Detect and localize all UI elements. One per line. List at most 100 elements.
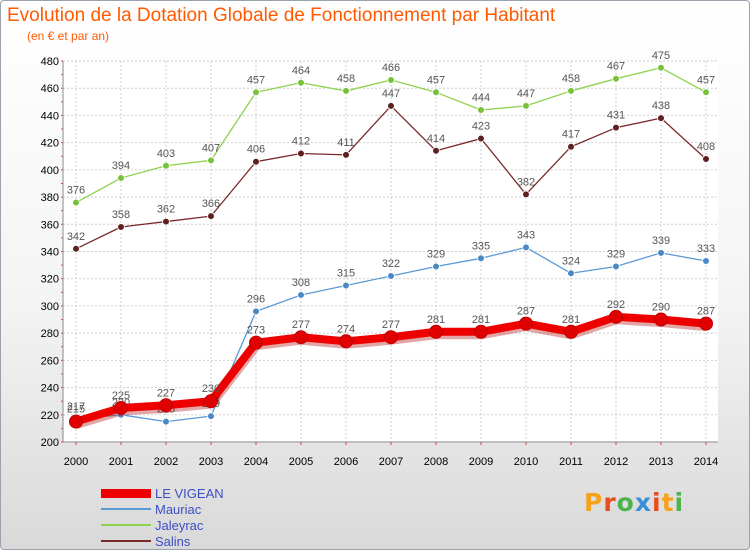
x-tick-label: 2011 [559, 456, 583, 468]
data-point-le-vigean [429, 324, 443, 339]
x-tick-label: 2007 [379, 456, 403, 468]
data-label-mauriac: 339 [652, 235, 670, 247]
legend-item-salins: Salins [101, 533, 224, 549]
data-point-salins [207, 212, 215, 220]
data-label-jaleyrac: 376 [67, 185, 85, 197]
data-label-salins: 406 [247, 144, 265, 156]
legend-item-mauriac: Mauriac [101, 501, 224, 517]
data-point-jaleyrac [342, 87, 350, 95]
legend-swatch-mauriac [101, 508, 151, 510]
data-point-jaleyrac [702, 88, 710, 97]
data-label-jaleyrac: 466 [382, 62, 400, 74]
logo-letter: x [634, 488, 652, 517]
data-point-le-vigean [384, 330, 398, 345]
data-point-mauriac [432, 262, 440, 271]
data-label-salins: 412 [292, 136, 310, 148]
data-label-salins: 431 [607, 110, 625, 122]
data-label-le-vigean: 277 [292, 319, 310, 331]
data-point-mauriac [702, 257, 710, 265]
x-tick-label: 2002 [154, 456, 178, 468]
data-point-salins [297, 149, 305, 158]
data-label-jaleyrac: 457 [427, 74, 445, 86]
data-point-salins [612, 123, 620, 132]
data-point-le-vigean [69, 414, 83, 429]
logo-letter: r [603, 488, 617, 517]
x-tick-label: 2000 [64, 456, 88, 468]
x-tick-label: 2013 [649, 456, 673, 468]
x-tick-label: 2004 [244, 456, 268, 468]
data-point-jaleyrac [612, 74, 620, 83]
logo-letter: i [674, 488, 685, 517]
x-tick-label: 2005 [289, 456, 313, 468]
legend-label-le-vigean: LE VIGEAN [155, 485, 224, 501]
legend-label-salins: Salins [155, 533, 191, 549]
data-point-jaleyrac [432, 88, 440, 97]
data-point-salins [342, 151, 350, 159]
data-label-jaleyrac: 475 [652, 50, 670, 62]
data-label-salins: 362 [157, 204, 175, 216]
y-tick-label: 260 [41, 355, 59, 367]
y-tick-label: 420 [41, 138, 59, 150]
data-label-jaleyrac: 464 [292, 65, 310, 77]
data-label-mauriac: 296 [247, 293, 265, 305]
legend-label-jaleyrac: Jaleyrac [155, 517, 204, 533]
data-label-mauriac: 333 [697, 243, 715, 255]
data-label-jaleyrac: 458 [562, 73, 580, 85]
data-label-salins: 342 [67, 231, 85, 243]
data-point-le-vigean [114, 400, 128, 415]
x-tick-label: 2003 [199, 456, 223, 468]
data-point-salins [657, 114, 665, 122]
data-point-jaleyrac [387, 76, 395, 84]
data-point-jaleyrac [117, 174, 125, 182]
data-point-le-vigean [519, 316, 533, 331]
data-point-salins [117, 223, 125, 231]
data-label-jaleyrac: 403 [157, 148, 175, 160]
y-tick-label: 320 [41, 274, 59, 286]
y-tick-label: 380 [41, 192, 59, 204]
data-label-le-vigean: 215 [67, 404, 85, 416]
y-tick-label: 220 [41, 410, 59, 422]
data-label-le-vigean: 287 [517, 306, 535, 318]
data-point-mauriac [657, 249, 665, 257]
data-label-le-vigean: 230 [202, 383, 220, 395]
data-point-salins [702, 155, 710, 163]
legend-swatch-salins [101, 540, 151, 542]
data-label-mauriac: 343 [517, 229, 535, 241]
data-point-le-vigean [699, 316, 713, 331]
data-point-jaleyrac [657, 64, 665, 72]
proxiti-logo: Proxiti [584, 488, 684, 517]
data-point-mauriac [477, 254, 485, 263]
data-point-mauriac [162, 417, 170, 426]
data-label-salins: 382 [517, 176, 535, 188]
data-point-le-vigean [609, 309, 623, 324]
legend-swatch-le-vigean [101, 488, 151, 498]
data-point-le-vigean [249, 335, 263, 350]
data-point-mauriac [567, 269, 575, 278]
y-tick-label: 400 [41, 165, 59, 177]
legend-item-le-vigean: LE VIGEAN [101, 485, 224, 501]
data-label-mauriac: 308 [292, 277, 310, 289]
data-label-le-vigean: 277 [382, 319, 400, 331]
y-tick-label: 460 [41, 83, 59, 95]
data-label-jaleyrac: 407 [202, 142, 220, 154]
data-label-jaleyrac: 447 [517, 88, 535, 100]
data-point-jaleyrac [207, 156, 215, 165]
data-point-salins [252, 157, 260, 166]
y-tick-label: 440 [41, 110, 59, 122]
data-label-le-vigean: 281 [562, 314, 580, 326]
data-label-le-vigean: 227 [157, 387, 175, 399]
data-point-jaleyrac [522, 102, 530, 110]
data-point-mauriac [342, 281, 350, 290]
x-tick-label: 2001 [109, 456, 133, 468]
logo-letter: o [616, 488, 635, 517]
data-point-le-vigean [474, 324, 488, 339]
data-point-mauriac [522, 243, 530, 252]
data-point-salins [432, 147, 440, 155]
data-label-jaleyrac: 467 [607, 61, 625, 73]
chart-legend: LE VIGEAN Mauriac Jaleyrac Salins [101, 485, 224, 549]
x-tick-label: 2008 [424, 456, 448, 468]
data-point-le-vigean [654, 312, 668, 327]
data-label-jaleyrac: 457 [697, 74, 715, 86]
